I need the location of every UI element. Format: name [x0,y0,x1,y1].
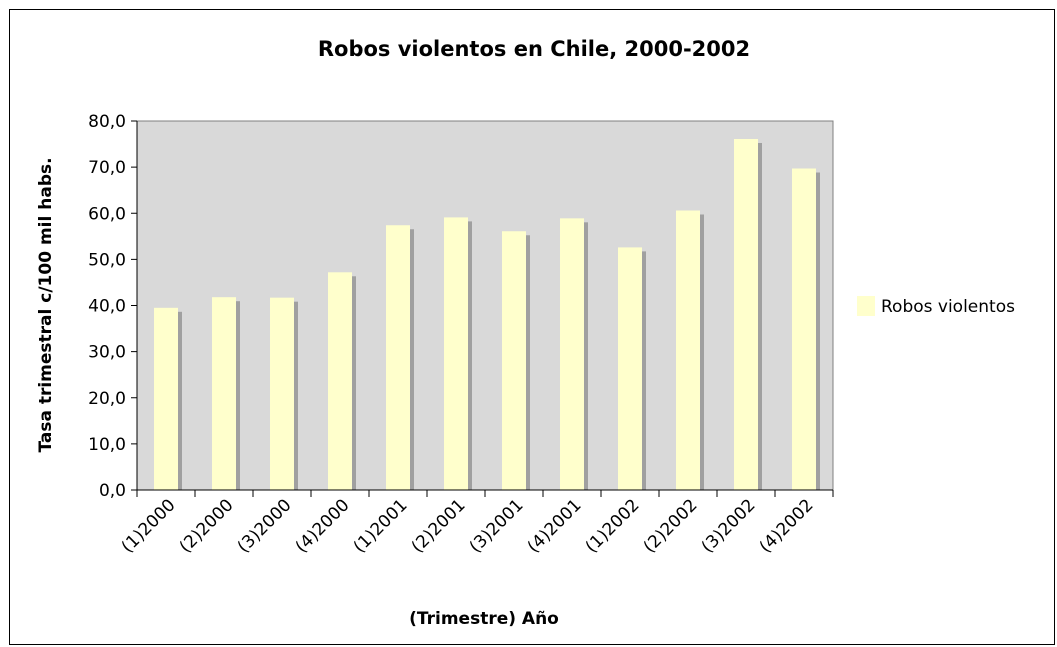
x-tick-labels: (1)2000(2)2000(3)2000(4)2000(1)2001(2)20… [118,495,818,557]
x-tick-label: (1)2000 [118,495,180,557]
bar [154,307,178,490]
plot-area [136,120,834,491]
x-tick-label: (2)2001 [408,495,470,557]
x-tick-label: (3)2002 [698,495,760,557]
x-tick-label: (3)2000 [234,495,296,557]
x-tick-label: (4)2001 [524,495,586,557]
y-tick-label: 70,0 [88,158,126,178]
y-tick-labels: 0,0 10,0 20,0 30,0 40,0 50,0 60,0 70,0 80,0 [88,112,126,501]
y-tick-label: 20,0 [88,389,126,409]
x-axis-title: (Trimestre) Año [409,609,559,629]
y-tick-label: 10,0 [88,435,126,455]
bar [270,297,294,490]
x-tick-label: (4)2002 [756,495,818,557]
x-tick-label: (3)2001 [466,495,528,557]
bar [328,272,352,490]
legend-label: Robos violentos [881,297,1015,317]
bar [386,225,410,490]
legend-swatch [857,296,875,316]
y-tick-label: 30,0 [88,343,126,363]
x-tick-label: (4)2000 [292,495,354,557]
axes [131,120,834,497]
bar [734,138,758,490]
bar [212,297,236,490]
bar [560,218,584,491]
y-tick-label: 80,0 [88,112,126,132]
bar [792,168,816,491]
bar [444,217,468,490]
chart-title: Robos violentos en Chile, 2000-2002 [318,37,750,61]
legend: Robos violentos [857,296,1015,317]
bar [502,231,526,490]
x-tick-label: (2)2000 [176,495,238,557]
x-tick-label: (1)2002 [582,495,644,557]
y-tick-label: 40,0 [88,297,126,317]
bar [676,210,700,491]
bars [154,138,820,491]
bar [618,247,642,490]
y-axis-title: Tasa trimestral c/100 mil habs. [36,157,56,452]
y-tick-label: 50,0 [88,250,126,270]
x-tick-label: (2)2002 [640,495,702,557]
x-tick-label: (1)2001 [350,495,412,557]
y-tick-label: 0,0 [99,481,126,501]
y-tick-label: 60,0 [88,204,126,224]
